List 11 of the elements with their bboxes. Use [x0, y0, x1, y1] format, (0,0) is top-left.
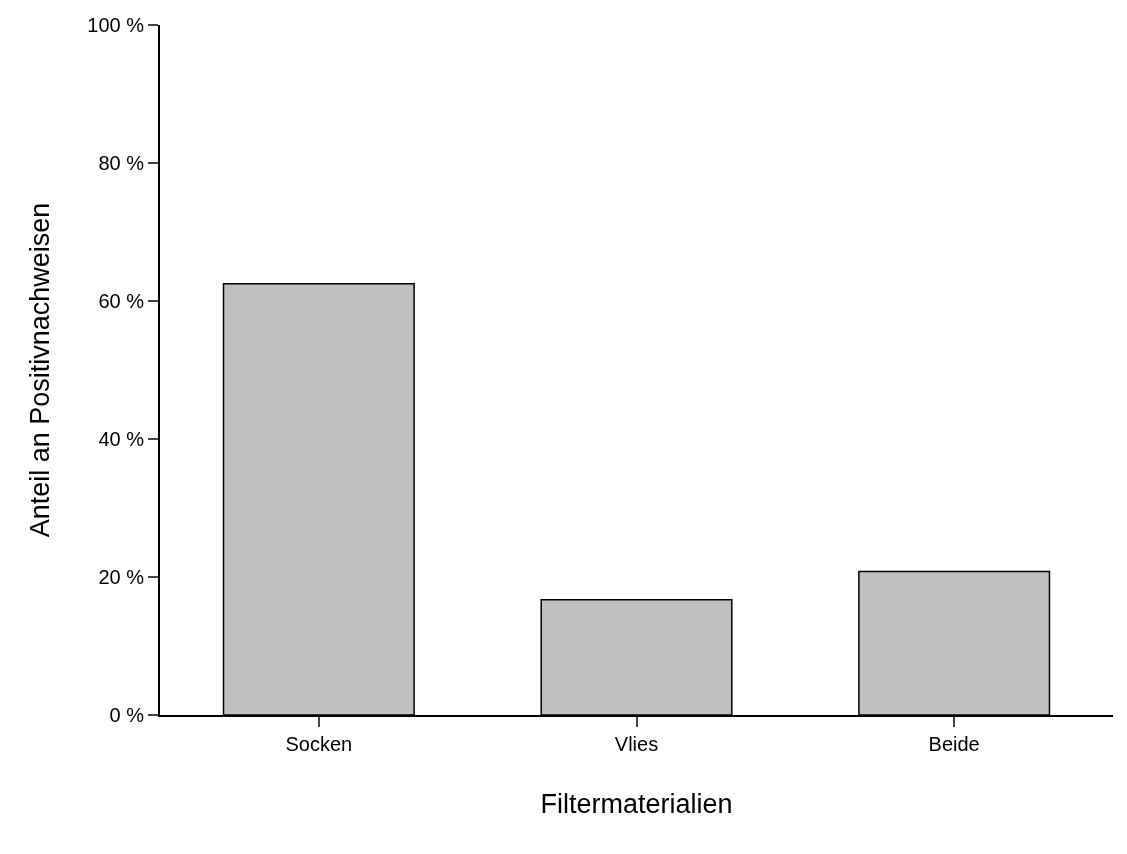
y-tick-label: 60 %: [98, 290, 145, 312]
y-tick-label: 0 %: [109, 704, 145, 726]
x-tick-label: Beide: [928, 733, 980, 755]
x-tick-label: Socken: [285, 733, 353, 755]
y-axis-title: Anteil an Positivnachweisen: [24, 202, 55, 538]
y-tick-label: 40 %: [98, 428, 145, 450]
y-tick-label: 100 %: [87, 14, 145, 36]
x-axis-title: Filtermaterialien: [540, 788, 733, 819]
x-tick-label: Vlies: [614, 733, 659, 755]
y-tick-label: 80 %: [98, 152, 145, 174]
y-tick-label: 20 %: [98, 566, 145, 588]
